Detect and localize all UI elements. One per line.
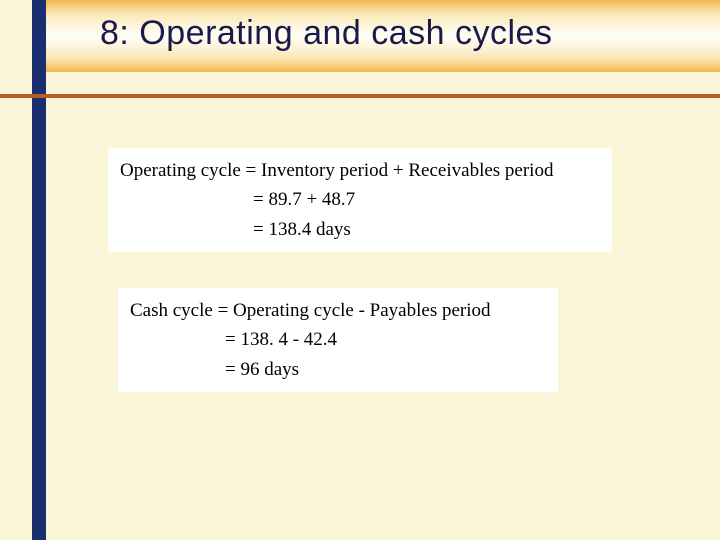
slide: 8: Operating and cash cycles Operating c…: [0, 0, 720, 540]
cash-cycle-box: Cash cycle = Operating cycle - Payables …: [118, 288, 558, 392]
slide-title: 8: Operating and cash cycles: [100, 14, 552, 53]
operating-cycle-result: = 138.4 days: [120, 215, 600, 244]
cash-cycle-formula: Cash cycle = Operating cycle - Payables …: [130, 296, 546, 325]
horizontal-rule: [0, 94, 720, 98]
cash-cycle-substitution: = 138. 4 - 42.4: [130, 325, 546, 354]
cash-cycle-result: = 96 days: [130, 355, 546, 384]
left-accent-bar: [32, 0, 46, 540]
operating-cycle-formula: Operating cycle = Inventory period + Rec…: [120, 156, 600, 185]
operating-cycle-substitution: = 89.7 + 48.7: [120, 185, 600, 214]
operating-cycle-box: Operating cycle = Inventory period + Rec…: [108, 148, 612, 252]
